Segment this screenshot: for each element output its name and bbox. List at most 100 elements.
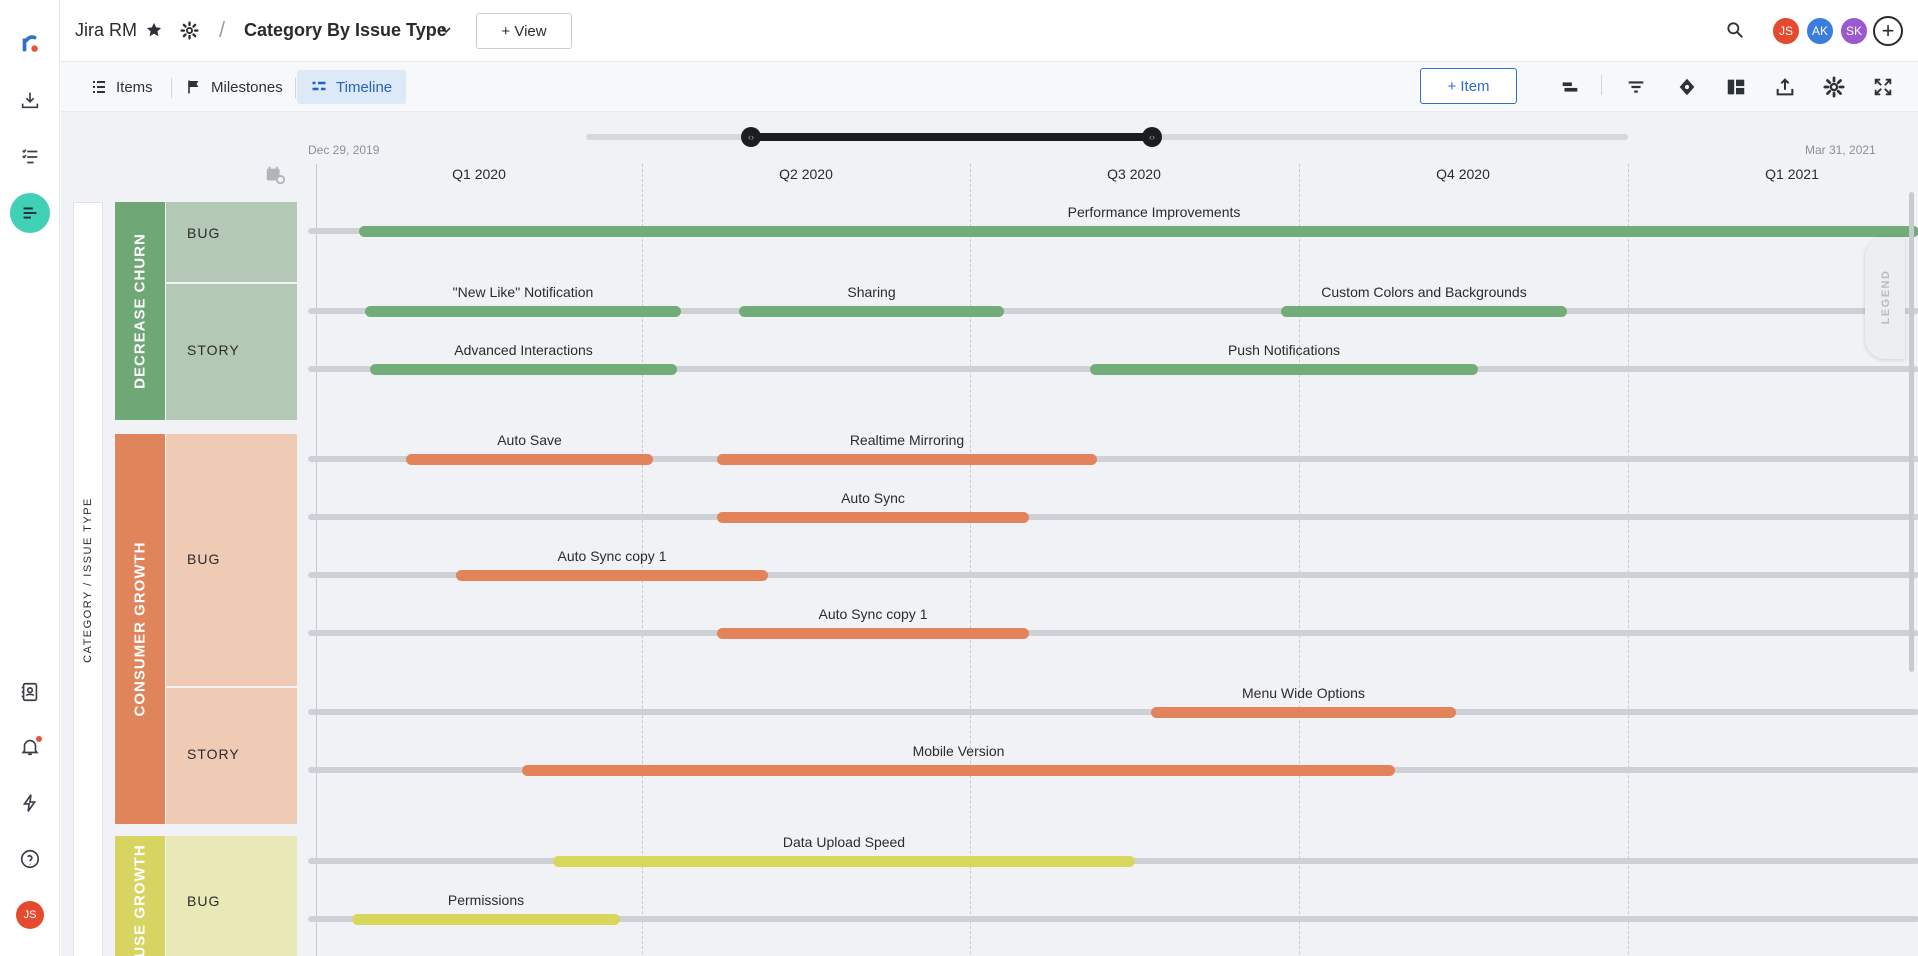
app-logo-icon[interactable] <box>10 24 50 64</box>
export-icon[interactable] <box>1773 75 1797 99</box>
timeline-item-bar[interactable] <box>739 306 1004 317</box>
fullscreen-icon[interactable] <box>1871 75 1895 99</box>
timeline-item-bar[interactable] <box>1281 306 1567 317</box>
quarter-header: Q3 2020 <box>1107 166 1161 182</box>
toolbar-divider <box>1601 75 1602 95</box>
timeline-item-bar[interactable] <box>365 306 681 317</box>
issue-type-group[interactable]: BUG <box>166 836 297 956</box>
range-start-date: Dec 29, 2019 <box>308 143 380 157</box>
breadcrumb-separator: / <box>219 17 226 42</box>
timeline-item-label[interactable]: Auto Sync copy 1 <box>818 606 928 622</box>
timeline-item-bar[interactable] <box>456 570 768 581</box>
timeline-item-label[interactable]: Realtime Mirroring <box>849 432 965 448</box>
bar-size-icon[interactable] <box>1558 75 1582 99</box>
legend-label: LEGEND <box>1880 269 1892 325</box>
issue-type-group[interactable]: BUG <box>166 434 297 686</box>
timeline-item-bar[interactable] <box>717 512 1029 523</box>
filter-icon[interactable] <box>1624 75 1648 99</box>
tab-timeline[interactable]: Timeline <box>297 70 407 104</box>
lightning-icon[interactable] <box>10 783 50 823</box>
timeline-item-label[interactable]: Menu Wide Options <box>1242 685 1365 701</box>
avatar-sk[interactable]: SK <box>1839 16 1869 46</box>
timeline-item-bar[interactable] <box>352 914 620 925</box>
timeline-item-bar[interactable] <box>406 454 653 465</box>
chevron-down-icon[interactable] <box>435 19 457 41</box>
category-label: CONSUMER GROWTH <box>131 541 149 717</box>
timeline-item-label[interactable]: Performance Improvements <box>1067 204 1241 220</box>
search-icon[interactable] <box>1724 19 1746 41</box>
timeline-item-label[interactable]: Auto Sync <box>841 490 905 506</box>
category-group[interactable]: USE GROWTH <box>115 836 165 956</box>
issue-type-group[interactable]: BUG <box>166 202 297 282</box>
timeline-item-label[interactable]: Custom Colors and Backgrounds <box>1321 284 1527 300</box>
timeline-item-bar[interactable] <box>553 856 1135 867</box>
date-range-selection[interactable] <box>750 133 1152 141</box>
import-icon[interactable] <box>10 80 50 120</box>
app-name[interactable]: Jira RM <box>75 20 137 40</box>
tab-divider <box>171 78 172 98</box>
roadmap-nav-icon[interactable] <box>10 193 50 233</box>
add-member-icon[interactable]: + <box>1873 16 1903 46</box>
quarter-divider <box>1299 164 1300 956</box>
timeline-row-track <box>308 916 1918 922</box>
avatar-ak[interactable]: AK <box>1805 16 1835 46</box>
category-label: DECREASE CHURN <box>131 233 149 389</box>
milestone-diamond-icon[interactable] <box>1675 75 1699 99</box>
timeline-item-label[interactable]: Auto Save <box>497 432 562 448</box>
timeline-item-label[interactable]: Advanced Interactions <box>454 342 593 358</box>
range-end-handle[interactable]: ‹› <box>1142 127 1162 147</box>
timeline-item-bar[interactable] <box>717 454 1097 465</box>
settings-icon[interactable] <box>1822 75 1846 99</box>
tab-items[interactable]: Items <box>77 70 167 104</box>
tab-divider <box>295 78 296 98</box>
view-title[interactable]: Category By Issue Type <box>244 20 447 40</box>
timeline-item-bar[interactable] <box>1090 364 1478 375</box>
timeline-item-label[interactable]: Push Notifications <box>1227 342 1341 358</box>
timeline-item-label[interactable]: "New Like" Notification <box>452 284 594 300</box>
avatar-js[interactable]: JS <box>1771 16 1801 46</box>
help-icon[interactable] <box>10 839 50 879</box>
legend-toggle[interactable]: LEGEND <box>1865 237 1905 359</box>
layout-icon[interactable] <box>1724 75 1748 99</box>
category-group[interactable]: CONSUMER GROWTH <box>115 434 165 824</box>
calendar-settings-icon[interactable] <box>264 164 286 186</box>
view-toolbar: Items Milestones Timeline + Item <box>61 62 1918 112</box>
range-start-handle[interactable]: ‹› <box>741 127 761 147</box>
user-avatar[interactable]: JS <box>10 895 50 935</box>
category-label: USE GROWTH <box>131 844 149 956</box>
timeline-item-label[interactable]: Auto Sync copy 1 <box>557 548 667 564</box>
timeline-item-label[interactable]: Data Upload Speed <box>782 834 906 850</box>
grouping-axis-label: CATEGORY / ISSUE TYPE <box>82 497 94 663</box>
vertical-scrollbar[interactable] <box>1909 192 1914 672</box>
gear-icon[interactable] <box>178 19 200 41</box>
backlog-icon[interactable] <box>10 137 50 177</box>
timeline-item-bar[interactable] <box>359 226 1918 237</box>
timeline-item-bar[interactable] <box>370 364 677 375</box>
quarter-header: Q1 2021 <box>1765 166 1819 182</box>
header: Jira RM / Category By Issue Type + View … <box>61 0 1918 62</box>
timeline-view: ‹› ‹› Dec 29, 2019 Mar 31, 2021 Q1 2020 Q… <box>61 112 1918 956</box>
contacts-icon[interactable] <box>10 672 50 712</box>
timeline-item-label[interactable]: Mobile Version <box>912 743 1005 759</box>
issue-type-group[interactable]: STORY <box>166 284 297 420</box>
timeline-row-track <box>308 572 1918 578</box>
issue-type-group[interactable]: STORY <box>166 688 297 824</box>
left-sidebar: JS <box>0 0 60 956</box>
timeline-item-bar[interactable] <box>522 765 1395 776</box>
timeline-item-bar[interactable] <box>1151 707 1456 718</box>
quarter-divider <box>970 164 971 956</box>
category-group[interactable]: DECREASE CHURN <box>115 202 165 420</box>
star-icon[interactable] <box>143 19 165 41</box>
timeline-item-label[interactable]: Sharing <box>847 284 896 300</box>
quarter-header: Q1 2020 <box>452 166 506 182</box>
tab-milestones[interactable]: Milestones <box>172 70 297 104</box>
timeline-icon <box>312 81 326 91</box>
timeline-item-bar[interactable] <box>717 628 1029 639</box>
timeline-item-label[interactable]: Permissions <box>447 892 525 908</box>
issue-type-label: BUG <box>187 893 221 909</box>
add-item-button[interactable]: + Item <box>1420 68 1517 104</box>
notifications-icon[interactable] <box>10 727 50 767</box>
quarter-divider <box>1628 164 1629 956</box>
notification-dot <box>36 736 42 742</box>
new-view-button[interactable]: + View <box>476 13 572 49</box>
